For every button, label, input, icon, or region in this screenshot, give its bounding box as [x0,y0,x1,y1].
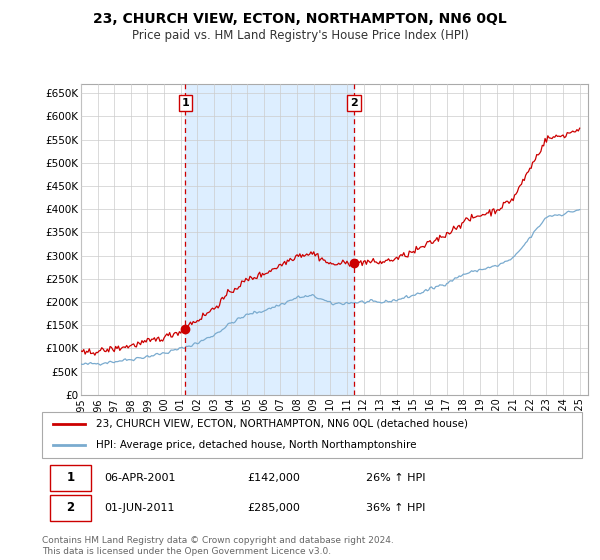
Text: Price paid vs. HM Land Registry's House Price Index (HPI): Price paid vs. HM Land Registry's House … [131,29,469,42]
Text: 23, CHURCH VIEW, ECTON, NORTHAMPTON, NN6 0QL (detached house): 23, CHURCH VIEW, ECTON, NORTHAMPTON, NN6… [96,419,468,429]
Text: Contains HM Land Registry data © Crown copyright and database right 2024.
This d: Contains HM Land Registry data © Crown c… [42,536,394,556]
Text: HPI: Average price, detached house, North Northamptonshire: HPI: Average price, detached house, Nort… [96,440,416,450]
Text: £142,000: £142,000 [247,473,300,483]
Text: 1: 1 [66,471,74,484]
Bar [185,84,354,395]
Text: 1: 1 [181,98,189,108]
Text: 2: 2 [66,501,74,515]
Text: 06-APR-2001: 06-APR-2001 [104,473,176,483]
Text: 26% ↑ HPI: 26% ↑ HPI [366,473,425,483]
Text: £285,000: £285,000 [247,503,300,513]
Text: 23, CHURCH VIEW, ECTON, NORTHAMPTON, NN6 0QL: 23, CHURCH VIEW, ECTON, NORTHAMPTON, NN6… [93,12,507,26]
Text: 2: 2 [350,98,358,108]
Text: 36% ↑ HPI: 36% ↑ HPI [366,503,425,513]
FancyBboxPatch shape [42,412,582,458]
FancyBboxPatch shape [50,495,91,521]
FancyBboxPatch shape [50,465,91,491]
Text: 01-JUN-2011: 01-JUN-2011 [104,503,175,513]
